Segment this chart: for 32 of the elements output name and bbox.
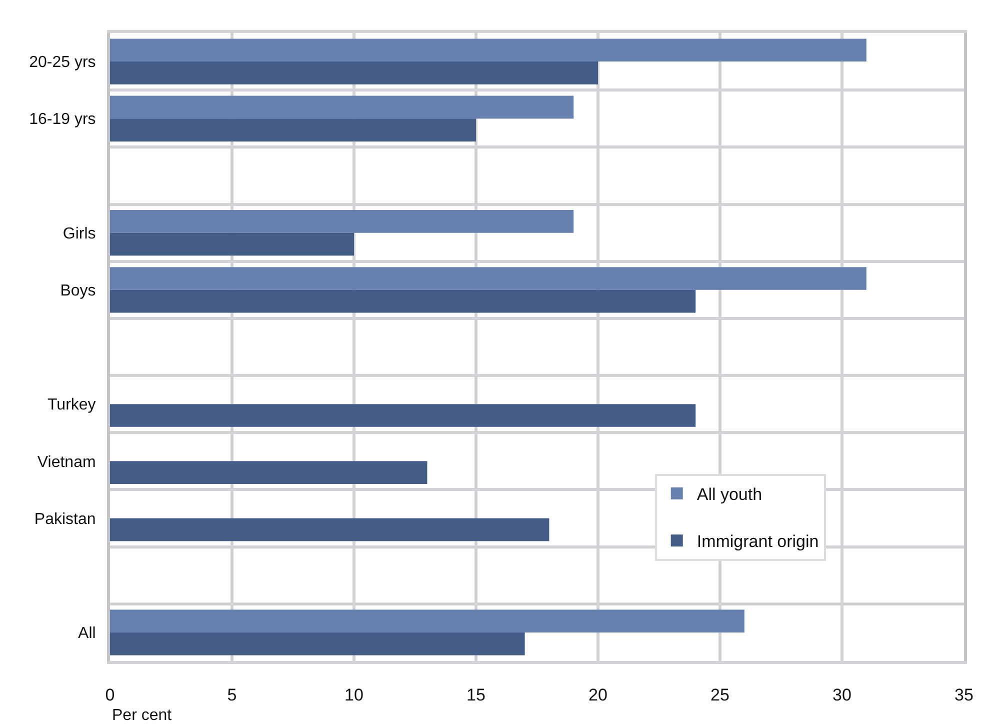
x-axis-title: Per cent <box>112 707 172 724</box>
y-tick-label: All <box>78 625 96 642</box>
y-tick-label: Pakistan <box>34 510 96 528</box>
bar <box>110 38 866 62</box>
bar <box>110 610 744 632</box>
bar <box>110 404 696 427</box>
bar <box>110 632 525 656</box>
x-tick-label: 5 <box>227 685 237 704</box>
bar <box>110 118 476 142</box>
bar <box>110 290 696 313</box>
y-tick-label: 16-19 yrs <box>29 111 96 128</box>
legend-label: Immigrant origin <box>696 532 819 552</box>
y-tick-label: Boys <box>60 282 96 300</box>
bar <box>110 267 866 290</box>
x-tick-label: 10 <box>344 685 364 704</box>
legend-label: All youth <box>696 485 762 504</box>
x-tick-label: 20 <box>588 685 608 704</box>
y-tick-label: 20-25 yrs <box>29 54 96 72</box>
bar <box>110 518 550 542</box>
x-tick-label: 0 <box>105 685 115 704</box>
bar <box>110 210 574 233</box>
y-tick-label: Turkey <box>47 396 96 414</box>
x-tick-label: 35 <box>954 685 974 704</box>
x-tick-label: 25 <box>710 685 730 704</box>
x-tick-label: 30 <box>832 685 852 704</box>
bar <box>110 461 428 484</box>
bar <box>110 96 574 119</box>
y-tick-label: Girls <box>62 225 96 242</box>
bar <box>110 62 598 84</box>
y-tick-label: Vietnam <box>37 454 96 471</box>
x-tick-label: 15 <box>466 685 486 704</box>
bar <box>110 232 354 256</box>
